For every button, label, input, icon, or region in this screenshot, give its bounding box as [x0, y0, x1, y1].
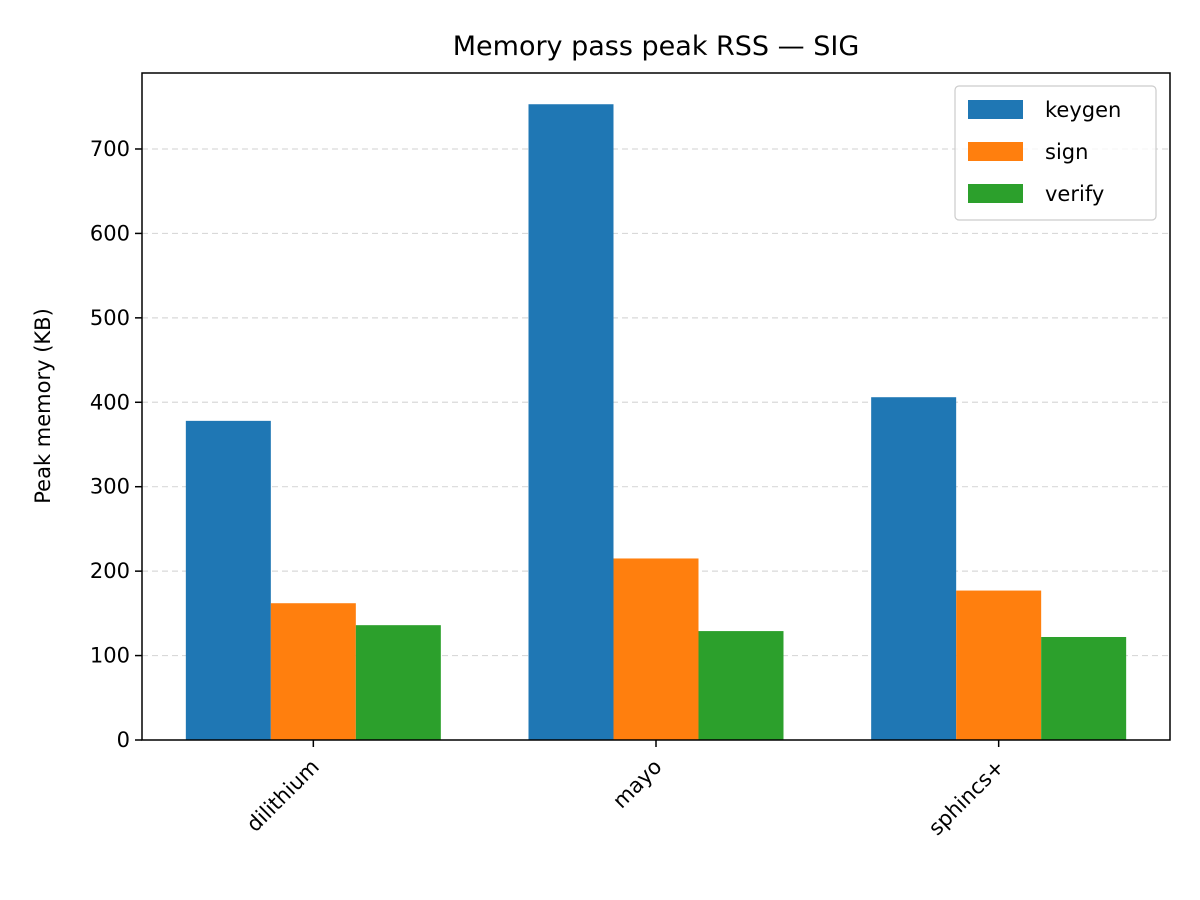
legend-label-verify: verify: [1045, 182, 1104, 206]
bar-verify-mayo: [698, 631, 784, 740]
bars: [185, 104, 1127, 740]
x-axis-ticks: dilithium mayo sphincs+: [242, 740, 1009, 840]
legend-swatch-verify: [968, 184, 1023, 203]
bar-verify-dilithium: [355, 625, 441, 740]
chart-title: Memory pass peak RSS — SIG: [453, 31, 860, 62]
legend-label-keygen: keygen: [1045, 98, 1121, 122]
bar-sign-dilithium: [270, 603, 356, 740]
bar-keygen-sphincs+: [871, 397, 957, 740]
legend-swatch-keygen: [968, 100, 1023, 119]
bar-sign-sphincs+: [956, 590, 1042, 740]
legend: keygen sign verify: [954, 85, 1157, 221]
y-tick-label: 600: [90, 221, 130, 245]
y-tick-label: 200: [90, 559, 130, 583]
y-tick-label: 700: [90, 137, 130, 161]
y-tick-label: 400: [90, 390, 130, 414]
y-tick-label: 0: [117, 728, 130, 752]
x-tick-label: sphincs+: [924, 755, 1009, 840]
x-tick-label: dilithium: [242, 755, 324, 837]
y-tick-label: 500: [90, 306, 130, 330]
legend-swatch-sign: [968, 142, 1023, 161]
x-tick-label: mayo: [608, 755, 666, 813]
bar-keygen-dilithium: [185, 420, 271, 740]
y-tick-label: 100: [90, 644, 130, 668]
legend-label-sign: sign: [1045, 140, 1088, 164]
y-axis-label: Peak memory (KB): [31, 308, 55, 504]
bar-sign-mayo: [613, 558, 699, 740]
y-tick-label: 300: [90, 475, 130, 499]
bar-keygen-mayo: [528, 104, 614, 740]
bar-verify-sphincs+: [1041, 636, 1127, 740]
y-axis-ticks: 0 100 200 300 400 500 600 700: [90, 137, 142, 752]
plot-frame: [141, 72, 1171, 741]
